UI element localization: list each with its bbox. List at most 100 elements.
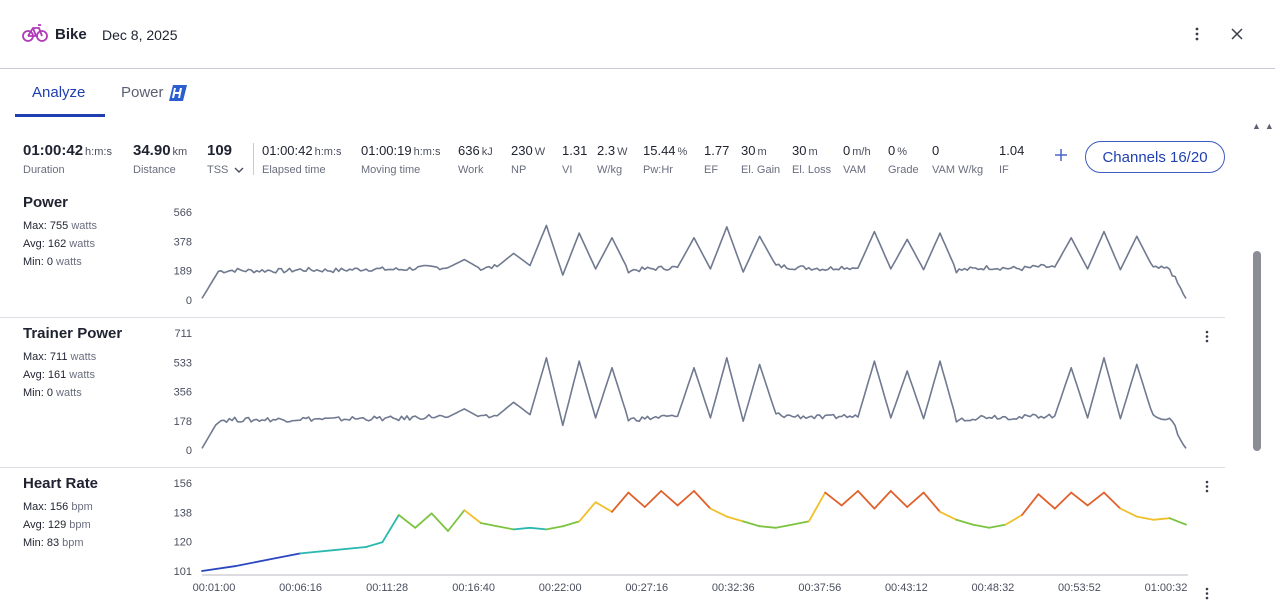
trainer-power-min: Min: 0 watts xyxy=(23,387,82,399)
heart-rate-segment xyxy=(266,552,302,561)
trainer-power-max: Max: 711 watts xyxy=(23,351,97,363)
more-vertical-icon xyxy=(1205,330,1209,342)
stat-unit: km xyxy=(172,146,188,158)
heart-rate-segment xyxy=(758,525,777,529)
y-tick-label: 356 xyxy=(174,387,192,399)
stat-label: Work xyxy=(458,164,484,176)
activity-date: Dec 8, 2025 xyxy=(102,27,178,43)
trainer-power-menu-button[interactable] xyxy=(1201,327,1213,345)
tab-power[interactable]: Power xyxy=(121,84,164,101)
bike-icon xyxy=(22,24,48,42)
tab-analyze[interactable]: Analyze xyxy=(32,84,86,101)
channels-button[interactable]: Channels 16/20 xyxy=(1085,141,1225,173)
stat-label: Grade xyxy=(888,164,919,176)
stat-value: 2.3 xyxy=(597,143,616,158)
heart-rate-segment xyxy=(1021,493,1040,516)
heart-rate-segment xyxy=(545,525,564,531)
stat-label: EF xyxy=(704,164,719,176)
view-tabs: Analyze Power xyxy=(0,70,1275,117)
summary-stats: 01:00:42 h:m:s Duration 34.90 km Distance … xyxy=(0,140,1275,180)
heart-rate-segment xyxy=(463,509,482,524)
close-button[interactable] xyxy=(1225,23,1249,45)
x-tick-label: 00:01:00 xyxy=(193,582,236,594)
stat-label: Pw:Hr xyxy=(643,164,673,176)
heart-rate-segment xyxy=(414,512,433,529)
stat-vi: 1.31 VI xyxy=(562,142,587,176)
power-series-line xyxy=(201,357,1187,449)
heart-rate-segment xyxy=(693,490,712,510)
stat-elapsed-time: 01:00:42 h:m:s Elapsed time xyxy=(262,142,342,176)
heart-rate-menu-button[interactable] xyxy=(1201,477,1213,495)
active-tab-indicator xyxy=(15,114,105,117)
add-channel-button[interactable] xyxy=(1052,147,1070,165)
stat-vam: 0 m/h VAM xyxy=(843,142,871,176)
heart-rate-segment xyxy=(561,520,581,528)
x-tick-label: 00:53:52 xyxy=(1058,582,1101,594)
heart-rate-segment xyxy=(479,522,499,528)
stat-value: 0 xyxy=(932,143,940,158)
heart-rate-segment xyxy=(512,526,531,531)
heart-rate-segment xyxy=(1119,507,1138,518)
activity-header: Bike Dec 8, 2025 xyxy=(0,0,1275,69)
more-vertical-icon xyxy=(1205,587,1209,599)
stat-value: 01:00:19 xyxy=(361,143,412,158)
stat-label: Distance xyxy=(133,164,176,176)
heart-rate-segment xyxy=(922,491,941,513)
scrollbar-thumb[interactable] xyxy=(1253,251,1261,451)
heart-rate-segment xyxy=(627,491,646,508)
heart-rate-segment xyxy=(1168,517,1187,526)
stat-unit: h:m:s xyxy=(413,146,441,158)
heart-rate-segment xyxy=(594,501,613,513)
stat-elevation-loss: 30 m El. Loss xyxy=(792,142,831,176)
stat-if: 1.04 IF xyxy=(999,142,1024,176)
heart-rate-segment xyxy=(1135,515,1155,521)
stat-unit: W xyxy=(617,146,628,158)
panel-menu-button[interactable] xyxy=(1201,584,1213,602)
stat-value: 30 xyxy=(741,143,756,158)
stat-value: 01:00:42 xyxy=(262,143,313,158)
power-brand-icon xyxy=(169,85,187,101)
heart-rate-segment xyxy=(807,491,827,523)
heart-rate-segment xyxy=(1103,491,1122,510)
heart-rate-segment xyxy=(529,526,548,531)
heart-rate-segment xyxy=(660,490,679,507)
stat-pwhr: 15.44% Pw:Hr xyxy=(643,142,687,176)
more-vertical-icon xyxy=(1195,27,1199,41)
y-tick-label: 566 xyxy=(174,207,192,219)
stat-distance: 34.90 km Distance xyxy=(133,142,187,176)
y-tick-label: 156 xyxy=(174,478,192,490)
y-tick-label: 533 xyxy=(174,357,192,369)
stat-label: Duration xyxy=(23,164,65,176)
heart-rate-segment xyxy=(1152,517,1171,521)
panel-divider xyxy=(0,317,1225,318)
heart-rate-segment xyxy=(725,515,745,523)
stat-value: 0 xyxy=(843,143,851,158)
more-menu-button[interactable] xyxy=(1185,23,1209,45)
heart-rate-segment xyxy=(988,523,1007,529)
scroll-up-arrows[interactable]: ▲▲ xyxy=(1252,121,1275,131)
y-tick-label: 120 xyxy=(174,537,192,549)
stat-moving-time: 01:00:19 h:m:s Moving time xyxy=(361,142,441,176)
x-tick-label: 00:16:40 xyxy=(452,582,495,594)
y-tick-label: 138 xyxy=(174,507,192,519)
sport-name: Bike xyxy=(55,26,87,43)
y-tick-label: 0 xyxy=(186,445,192,457)
heart-rate-segment xyxy=(775,523,794,529)
y-tick-label: 378 xyxy=(174,236,192,248)
heart-rate-segment xyxy=(1004,514,1023,526)
stat-duration: 01:00:42 h:m:s Duration xyxy=(23,142,112,176)
x-tick-label: 00:48:32 xyxy=(971,582,1014,594)
panel-divider xyxy=(0,467,1225,468)
x-tick-label: 00:37:56 xyxy=(798,582,841,594)
stat-unit: m xyxy=(757,146,767,158)
heart-rate-segment xyxy=(906,491,925,508)
stat-tss[interactable]: 109 TSS xyxy=(207,142,244,176)
stat-unit: W xyxy=(534,146,546,158)
stat-elevation-gain: 30 m El. Gain xyxy=(741,142,780,176)
stat-value: 636 xyxy=(458,143,480,158)
stat-unit: h:m:s xyxy=(314,146,342,158)
x-tick-label: 00:22:00 xyxy=(539,582,582,594)
heart-rate-max: Max: 156 bpm xyxy=(23,501,93,513)
x-tick-label: 00:06:16 xyxy=(279,582,322,594)
